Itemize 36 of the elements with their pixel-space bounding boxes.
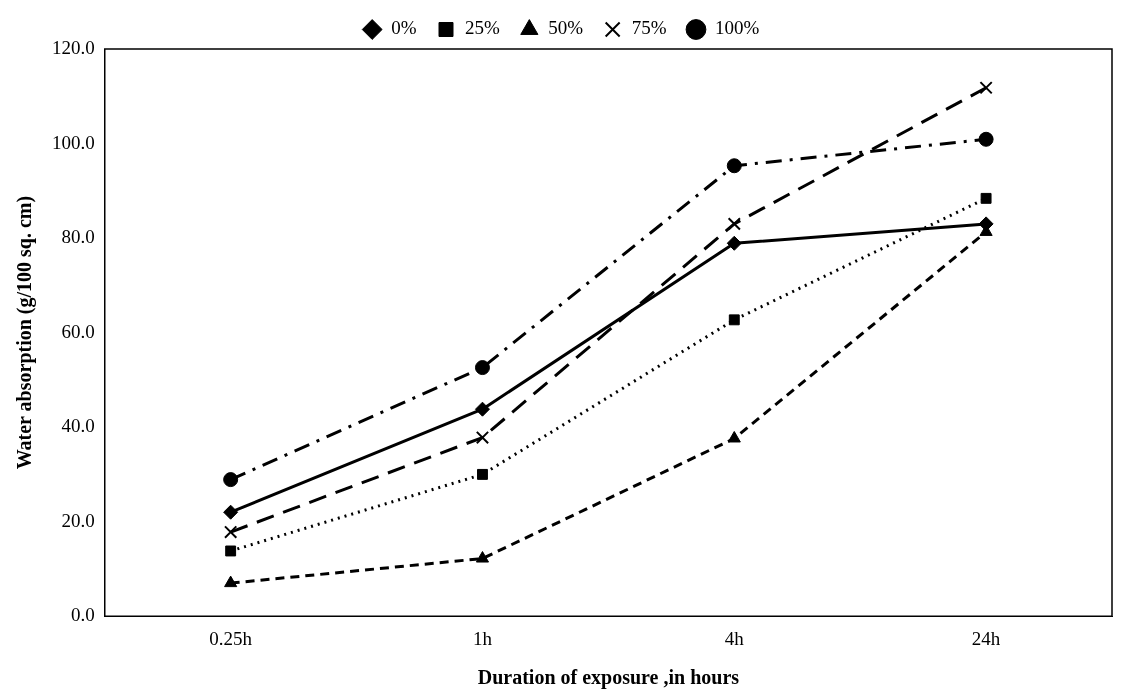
legend-label: 75% <box>631 17 667 39</box>
point <box>224 575 238 588</box>
legend-label: 25% <box>465 17 501 39</box>
y-tick-label: 60.0 <box>61 320 95 342</box>
point <box>474 401 490 417</box>
point <box>728 314 740 326</box>
x-tick-label: 4h <box>724 627 745 649</box>
point <box>727 430 741 443</box>
point <box>223 504 239 520</box>
point <box>726 235 742 251</box>
point <box>223 472 239 488</box>
point <box>978 131 994 147</box>
legend-label: 0% <box>391 17 417 39</box>
point <box>474 360 490 376</box>
y-tick-label: 20.0 <box>61 509 95 531</box>
x-tick-label: 24h <box>971 627 1001 649</box>
x-axis-title: Duration of exposure ,in hours <box>477 666 740 690</box>
point <box>475 430 490 445</box>
legend-label: 100% <box>714 17 760 39</box>
point <box>225 545 237 557</box>
y-axis-title: Water absorption (g/100 sq. cm) <box>13 195 37 470</box>
y-tick-label: 120.0 <box>52 36 95 58</box>
point <box>727 217 741 231</box>
legend-label: 50% <box>548 17 584 39</box>
point <box>224 525 238 539</box>
y-tick-label: 80.0 <box>61 226 95 248</box>
point <box>475 551 490 563</box>
point <box>980 192 992 204</box>
y-tick-label: 40.0 <box>61 415 95 437</box>
x-tick-label: 0.25h <box>209 627 253 649</box>
point <box>477 468 488 480</box>
x-tick-label: 1h <box>472 627 493 649</box>
point <box>979 81 993 95</box>
point <box>726 158 742 174</box>
y-tick-label: 100.0 <box>52 131 95 153</box>
y-tick-label: 0.0 <box>71 604 95 626</box>
